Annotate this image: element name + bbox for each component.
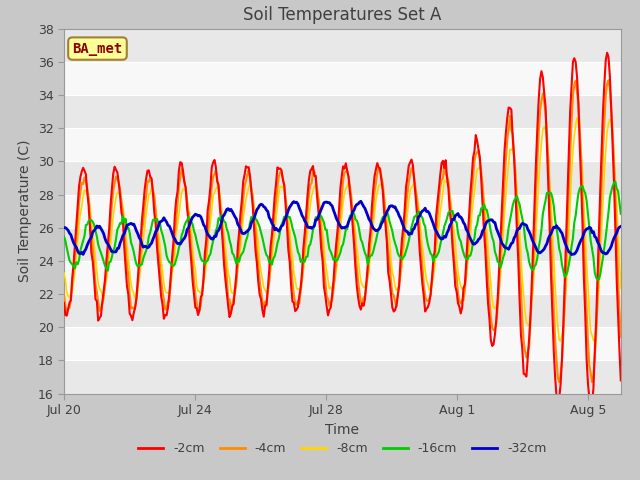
Bar <box>64 128 621 161</box>
Legend: -2cm, -4cm, -8cm, -16cm, -32cm: -2cm, -4cm, -8cm, -16cm, -32cm <box>133 437 552 460</box>
Bar <box>64 194 621 228</box>
Bar <box>64 161 621 194</box>
Text: BA_met: BA_met <box>72 42 123 56</box>
Bar <box>64 29 621 62</box>
Bar <box>64 327 621 360</box>
Bar <box>64 294 621 327</box>
Bar <box>64 261 621 294</box>
Bar <box>64 360 621 394</box>
X-axis label: Time: Time <box>325 422 360 437</box>
Bar <box>64 62 621 95</box>
Y-axis label: Soil Temperature (C): Soil Temperature (C) <box>18 140 32 282</box>
Bar <box>64 95 621 128</box>
Bar <box>64 228 621 261</box>
Title: Soil Temperatures Set A: Soil Temperatures Set A <box>243 6 442 24</box>
